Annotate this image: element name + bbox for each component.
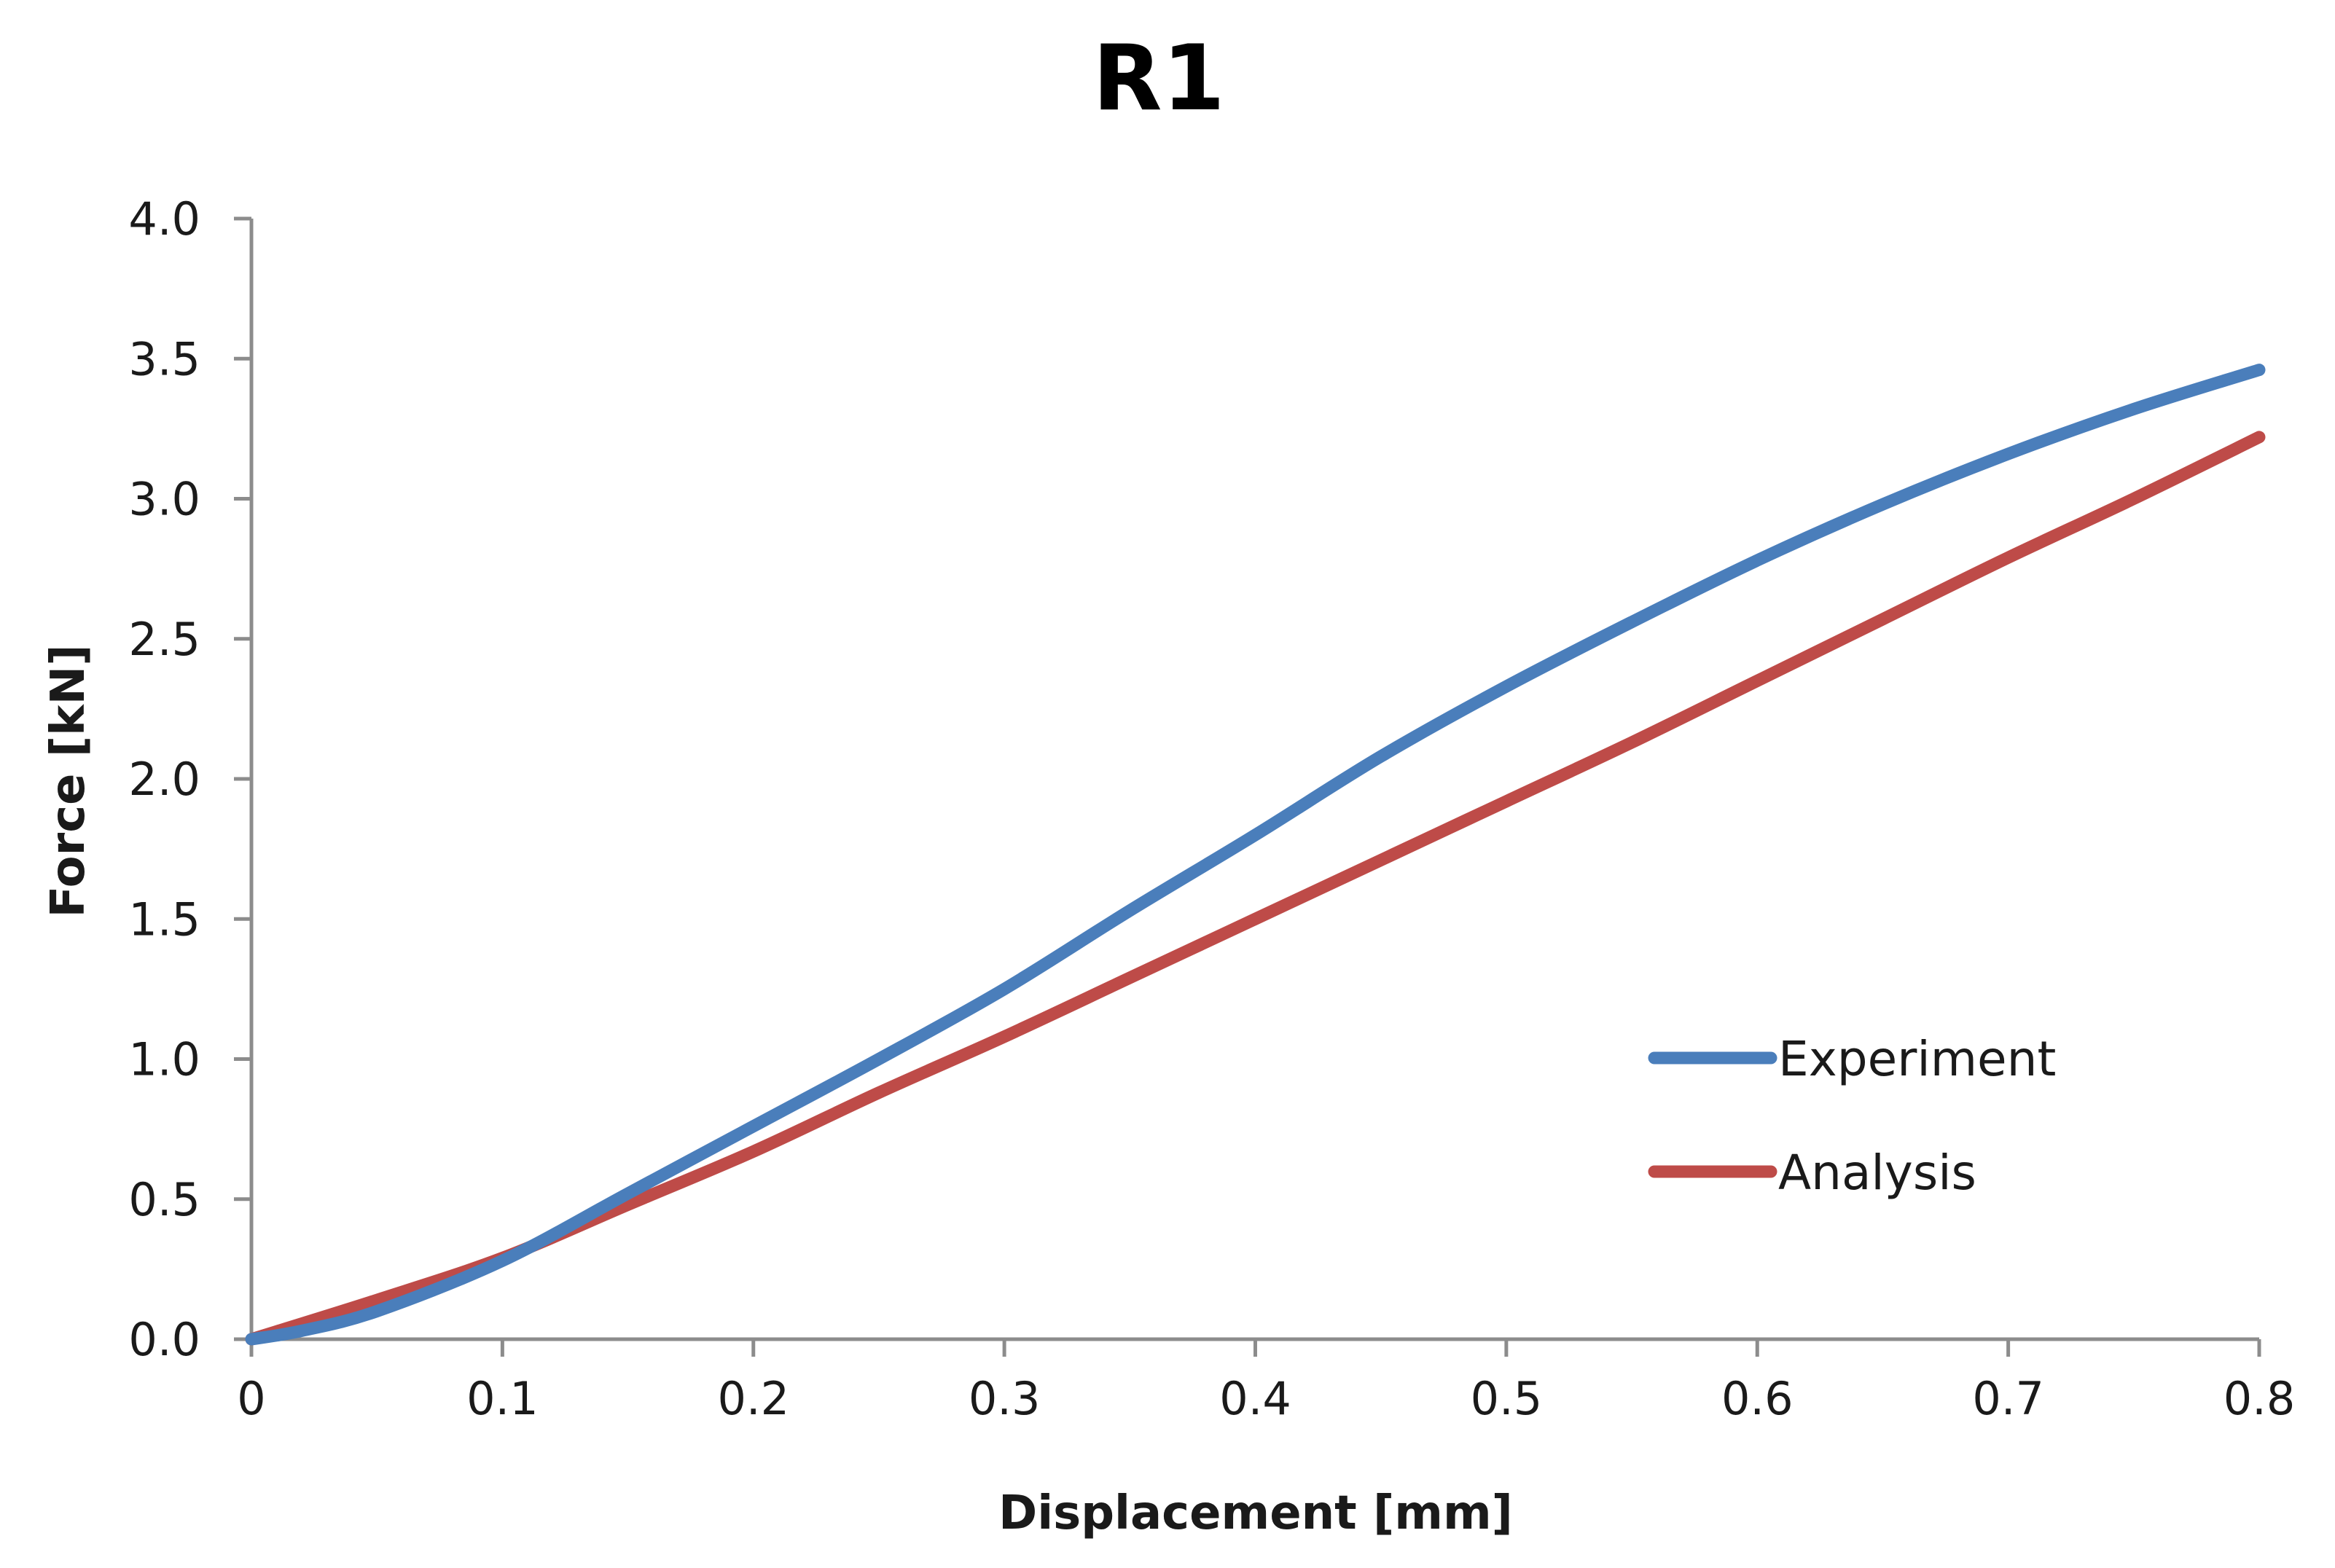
y-axis-label: Force [kN]: [42, 645, 95, 918]
y-tick-label: 3.5: [128, 332, 200, 385]
x-tick-label: 0.1: [466, 1372, 539, 1425]
y-tick-label: 0.0: [128, 1313, 200, 1366]
y-tick-label: 2.5: [128, 613, 200, 666]
x-tick-label: 0.7: [1972, 1372, 2044, 1425]
y-tick-label: 3.0: [128, 473, 200, 526]
x-tick-label: 0.3: [969, 1372, 1041, 1425]
x-tick-label: 0.8: [2223, 1372, 2296, 1425]
legend-label-experiment: Experiment: [1778, 1031, 2056, 1087]
y-tick-label: 0.5: [128, 1173, 200, 1226]
y-tick-label: 4.0: [128, 192, 200, 246]
x-tick-label: 0.2: [717, 1372, 789, 1425]
chart-title: R1: [1092, 26, 1225, 131]
y-tick-label: 2.0: [128, 753, 200, 806]
x-tick-label: 0.6: [1721, 1372, 1794, 1425]
series-line-experiment: [245, 364, 2266, 1346]
legend-label-analysis: Analysis: [1778, 1145, 1976, 1201]
legend: Experiment Analysis: [1648, 1031, 2056, 1201]
series-lines: [245, 364, 2266, 1346]
y-tick-label: 1.0: [128, 1033, 200, 1086]
y-tick-label: 1.5: [128, 893, 200, 946]
x-tick-label: 0.4: [1219, 1372, 1291, 1425]
x-axis-label: Displacement [mm]: [998, 1486, 1513, 1540]
series-line-analysis: [245, 431, 2266, 1346]
y-axis-ticks: 0.0 0.5 1.0 1.5 2.0 2.5 3.0 3.5 4.0: [128, 192, 251, 1366]
x-tick-label: 0.5: [1471, 1372, 1543, 1425]
x-tick-label: 0: [237, 1372, 265, 1425]
x-axis-ticks: 0 0.1 0.2 0.3 0.4 0.5 0.6 0.7 0.8: [237, 1339, 2295, 1425]
